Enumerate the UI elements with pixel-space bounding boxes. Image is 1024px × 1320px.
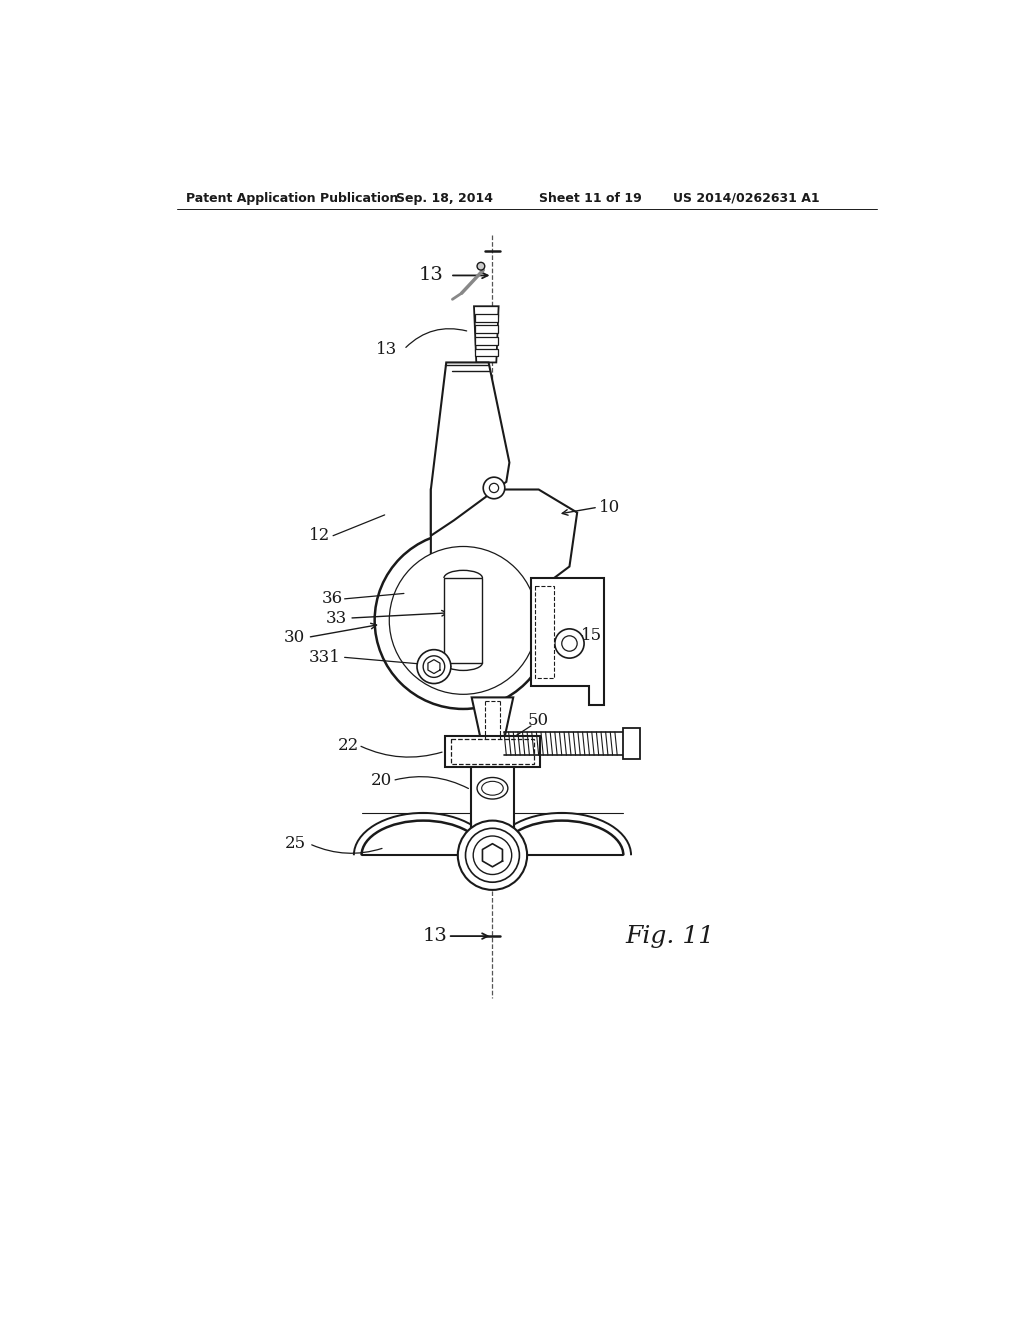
Circle shape	[489, 483, 499, 492]
Ellipse shape	[481, 781, 503, 795]
Text: 13: 13	[419, 267, 443, 284]
Bar	[475, 337, 498, 345]
Circle shape	[555, 628, 584, 659]
Bar	[624, 729, 640, 759]
Bar	[444, 578, 482, 663]
Text: Sheet 11 of 19: Sheet 11 of 19	[539, 191, 641, 205]
Circle shape	[483, 478, 505, 499]
Circle shape	[473, 836, 512, 874]
Text: Patent Application Publication: Patent Application Publication	[186, 191, 398, 205]
Text: Fig. 11: Fig. 11	[625, 924, 714, 948]
Bar	[444, 737, 541, 767]
Bar	[475, 326, 498, 333]
Polygon shape	[431, 490, 578, 590]
Polygon shape	[472, 697, 513, 743]
Text: 25: 25	[285, 836, 306, 853]
Bar	[471, 767, 514, 829]
Circle shape	[423, 656, 444, 677]
Text: 30: 30	[284, 628, 305, 645]
Bar	[535, 586, 554, 678]
Circle shape	[389, 546, 538, 694]
Polygon shape	[431, 363, 509, 536]
Circle shape	[417, 649, 451, 684]
Ellipse shape	[477, 777, 508, 799]
Text: 20: 20	[371, 772, 392, 789]
Text: 10: 10	[599, 499, 621, 516]
Text: 12: 12	[308, 527, 330, 544]
Text: 36: 36	[322, 590, 343, 607]
Text: 22: 22	[338, 737, 359, 754]
Text: Sep. 18, 2014: Sep. 18, 2014	[396, 191, 494, 205]
Text: 15: 15	[581, 627, 601, 644]
Circle shape	[562, 636, 578, 651]
Bar	[475, 314, 498, 322]
Text: 33: 33	[326, 610, 347, 627]
Circle shape	[466, 829, 519, 882]
Polygon shape	[474, 306, 499, 363]
Bar	[475, 348, 498, 356]
Polygon shape	[531, 578, 604, 705]
Text: 331: 331	[308, 649, 341, 665]
Circle shape	[477, 263, 484, 271]
Bar	[451, 739, 535, 763]
Circle shape	[458, 821, 527, 890]
Text: US 2014/0262631 A1: US 2014/0262631 A1	[674, 191, 820, 205]
Text: 50: 50	[528, 711, 549, 729]
Circle shape	[375, 532, 552, 709]
Text: 13: 13	[377, 341, 397, 358]
Text: 13: 13	[422, 927, 447, 945]
